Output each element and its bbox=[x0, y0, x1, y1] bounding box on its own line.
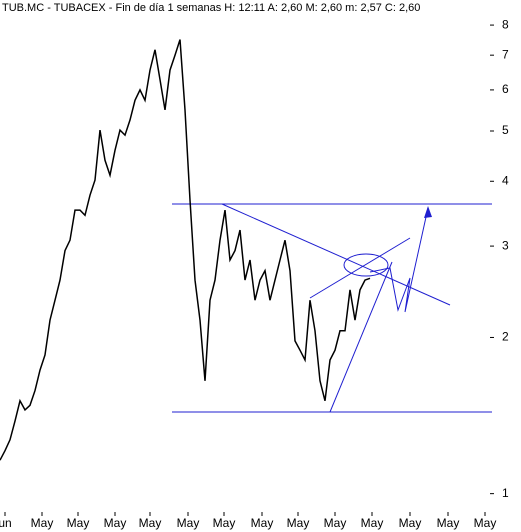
x-tick-label: May bbox=[177, 516, 200, 530]
x-tick-label: May bbox=[139, 516, 162, 530]
x-tick-label: May bbox=[213, 516, 236, 530]
annotations bbox=[172, 203, 492, 413]
x-tick-label: May bbox=[437, 516, 460, 530]
x-tick-label: May bbox=[399, 516, 422, 530]
y-tick-label: 1 bbox=[502, 486, 509, 500]
x-tick-label: un bbox=[0, 516, 12, 530]
y-tick-label: 4 bbox=[502, 173, 509, 187]
x-tick-label: May bbox=[104, 516, 127, 530]
x-tick-label: May bbox=[251, 516, 274, 530]
y-tick-label: 3 bbox=[502, 238, 509, 252]
x-tick-label: May bbox=[31, 516, 54, 530]
arrow-head bbox=[424, 206, 432, 218]
x-tick-label: May bbox=[287, 516, 310, 530]
y-tick-label: 5 bbox=[502, 123, 509, 137]
trend-line bbox=[309, 237, 411, 299]
y-tick-label: 7 bbox=[502, 47, 509, 61]
trend-line bbox=[221, 203, 451, 306]
x-tick-label: May bbox=[67, 516, 90, 530]
y-tick-label: 2 bbox=[502, 330, 509, 344]
x-tick-label: May bbox=[361, 516, 384, 530]
y-tick-label: 6 bbox=[502, 82, 509, 96]
x-tick-label: May bbox=[474, 516, 497, 530]
price-line bbox=[0, 39, 371, 461]
trend-line bbox=[329, 261, 393, 413]
highlight-ellipse bbox=[343, 253, 389, 277]
y-tick-label: 8 bbox=[502, 17, 509, 31]
x-tick-label: May bbox=[324, 516, 347, 530]
chart-title: TUB.MC - TUBACEX - Fin de día 1 semanas … bbox=[2, 2, 420, 14]
projection-arrow bbox=[369, 207, 429, 313]
